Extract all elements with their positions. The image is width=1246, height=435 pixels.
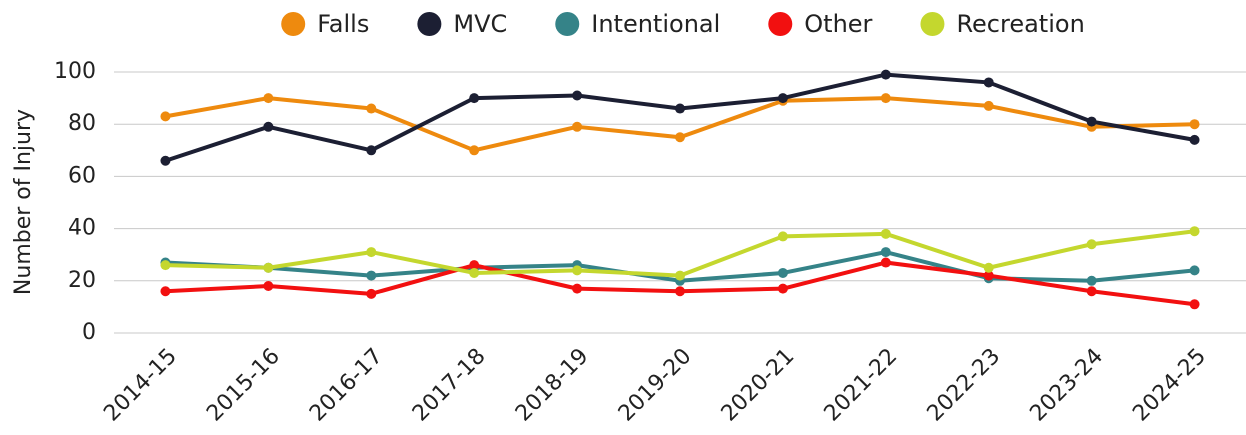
- data-point: [983, 270, 994, 281]
- data-point: [777, 231, 788, 242]
- data-point: [263, 281, 274, 292]
- data-point: [366, 145, 377, 156]
- x-tick-label: 2017-18: [408, 344, 491, 427]
- legend-marker: [768, 12, 793, 36]
- data-point: [366, 288, 377, 299]
- data-point: [1086, 286, 1097, 297]
- y-tick-label: 0: [82, 320, 96, 345]
- data-point: [160, 286, 171, 297]
- data-point: [777, 267, 788, 278]
- y-axis-label: Number of Injury: [11, 109, 36, 295]
- data-point: [572, 90, 583, 101]
- series-line: [165, 229, 1195, 278]
- legend-label: Recreation: [956, 10, 1084, 38]
- legend-marker: [281, 12, 306, 36]
- x-tick-label: 2022-23: [923, 344, 1006, 427]
- data-point: [160, 155, 171, 166]
- data-point: [469, 145, 480, 156]
- data-point: [263, 93, 274, 104]
- x-tick-label: 2019-20: [614, 344, 697, 427]
- x-tick-label: 2020-21: [717, 344, 800, 427]
- data-point: [983, 262, 994, 273]
- y-tick-label: 100: [54, 59, 96, 84]
- data-point: [675, 103, 685, 114]
- data-point: [675, 270, 685, 281]
- data-point: [572, 265, 583, 276]
- data-point: [777, 93, 788, 104]
- data-point: [469, 93, 480, 104]
- data-point: [263, 262, 274, 273]
- legend-label: MVC: [453, 10, 507, 38]
- x-tick-label: 2016-17: [305, 344, 388, 427]
- x-tick-label: 2015-16: [202, 344, 285, 427]
- legend-label: Intentional: [591, 10, 720, 38]
- y-tick-label: 80: [68, 111, 96, 136]
- data-point: [572, 283, 583, 294]
- data-point: [1086, 116, 1097, 127]
- data-point: [1189, 265, 1200, 276]
- data-point: [366, 247, 377, 258]
- data-point: [572, 121, 583, 132]
- y-tick-label: 20: [68, 268, 96, 293]
- x-tick-label: 2023-24: [1025, 344, 1108, 427]
- data-point: [675, 132, 685, 143]
- x-tick-label: 2021-22: [820, 344, 903, 427]
- data-point: [1189, 134, 1200, 145]
- data-point: [160, 260, 171, 271]
- data-point: [1189, 119, 1200, 130]
- data-point: [1189, 226, 1200, 237]
- x-tick-label: 2018-19: [511, 344, 594, 427]
- data-point: [1189, 299, 1200, 310]
- data-point: [880, 247, 891, 258]
- x-tick-label: 2014-15: [99, 344, 182, 427]
- legend-marker: [417, 12, 442, 36]
- data-point: [263, 121, 274, 132]
- data-point: [880, 93, 891, 104]
- legend-label: Other: [804, 10, 872, 38]
- legend-marker: [555, 12, 580, 36]
- data-point: [469, 267, 480, 278]
- data-point: [1086, 239, 1097, 250]
- data-point: [880, 69, 891, 80]
- data-point: [983, 100, 994, 111]
- data-point: [366, 270, 377, 281]
- legend-marker: [920, 12, 945, 36]
- data-point: [1086, 275, 1097, 286]
- y-tick-label: 60: [68, 163, 96, 188]
- data-point: [777, 283, 788, 294]
- data-point: [983, 77, 994, 88]
- data-point: [880, 257, 891, 268]
- x-tick-label: 2024-25: [1128, 344, 1211, 427]
- data-point: [160, 111, 171, 122]
- legend-label: Falls: [317, 10, 369, 38]
- data-point: [469, 260, 480, 271]
- data-point: [675, 286, 685, 297]
- y-tick-label: 40: [68, 216, 96, 241]
- data-point: [366, 103, 377, 114]
- data-point: [880, 228, 891, 239]
